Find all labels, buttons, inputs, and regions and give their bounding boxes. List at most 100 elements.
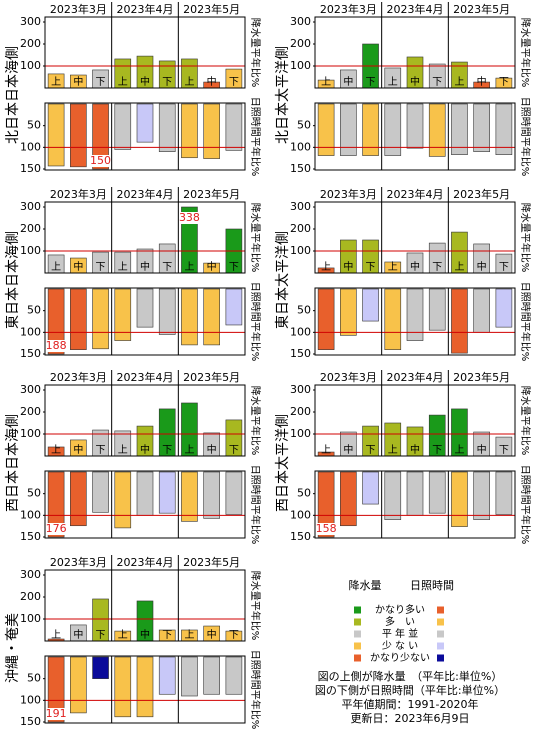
y-tick-label: 100 [290,427,311,440]
x-tick-label: 上 [184,629,194,641]
y-tick-label: 300 [20,383,41,396]
x-tick-label: 下 [96,77,106,88]
y-tick-label: 100 [20,325,41,338]
y-tick-label: 150 [290,347,311,360]
legend-label: 多 い [385,615,415,628]
sunshine-bar [451,103,468,156]
sunshine-bar [92,656,109,679]
sunshine-bar [362,103,379,156]
legend-label: かなり少ない [370,652,430,664]
sunshine-bar [384,471,402,520]
note: 図の下側が日照時間（平年比:単位%） [315,683,505,697]
y-tick-label: 200 [20,37,41,50]
sunshine-bar [114,288,132,341]
month-label: 2023年4月 [387,370,444,384]
legend-swatch [437,654,444,662]
month-label: 2023年5月 [453,2,510,16]
axis-label: 日照時間平年比% [249,282,262,362]
x-tick-label: 上 [118,76,128,88]
x-tick-label: 下 [432,445,442,456]
x-tick-label: 中 [73,260,83,273]
y-tick-label: 300 [20,15,41,28]
legend-swatch [437,618,444,626]
x-tick-label: 上 [388,76,398,88]
sunshine-bar [495,471,513,515]
plot-frame [44,201,246,274]
x-tick-label: 上 [184,261,194,273]
x-tick-label: 中 [207,75,217,88]
y-tick-label: 100 [290,59,311,72]
x-tick-label: 下 [432,77,442,88]
month-label: 2023年3月 [320,370,377,384]
x-tick-label: 中 [207,443,217,456]
legend-swatch [437,606,444,614]
sunshine-bar [495,288,513,328]
sunshine-bar [451,471,468,527]
axis-label: 日照時間平年比% [519,465,532,545]
plot-frame [44,569,246,642]
x-tick-label: 下 [229,445,239,456]
month-label: 2023年4月 [117,187,174,201]
y-tick-label: 200 [20,405,41,418]
month-label: 2023年4月 [387,187,444,201]
x-tick-label: 上 [51,261,61,273]
axis-label: 降水量平年比% [249,18,262,88]
sunshine-bar [384,103,402,156]
note: 図の上側が降水量 （平年比:単位%） [318,669,503,683]
x-tick-label: 中 [343,443,353,456]
sunshine-bar [70,471,87,527]
x-tick-label: 中 [410,75,420,88]
y-tick-label: 50 [297,487,311,500]
sunshine-bar [70,103,87,168]
sunshine-bar [136,471,154,516]
sunshine-bar [70,288,87,350]
plot-frame [44,655,246,724]
sunshine-bar [47,103,65,167]
x-tick-label: 下 [366,77,376,88]
month-label: 2023年5月 [183,370,240,384]
sunshine-bar [340,103,357,156]
y-tick-label: 150 [290,162,311,175]
x-tick-label: 中 [140,75,150,88]
x-tick-label: 下 [366,262,376,273]
plot-frame [314,16,516,89]
axis-label: 降水量平年比% [249,386,262,456]
legend-swatch [354,606,361,614]
x-tick-label: 上 [321,261,331,273]
region-label: 東日本日本海側 [5,231,21,329]
sunshine-bar [92,471,109,513]
month-label: 2023年4月 [117,555,174,569]
value-label: 191 [46,707,67,720]
sunshine-bar [495,103,513,156]
x-tick-label: 中 [140,443,150,456]
value-label: 158 [316,522,337,535]
x-tick-label: 上 [454,261,464,273]
sunshine-bar [203,103,220,159]
x-tick-label: 上 [388,444,398,456]
sunshine-bar [136,656,154,718]
y-tick-label: 300 [20,568,41,581]
x-tick-label: 上 [118,261,128,273]
x-tick-label: 上 [388,261,398,273]
axis-label: 日照時間平年比% [519,282,532,362]
y-tick-label: 100 [20,59,41,72]
value-label: 338 [179,211,200,224]
y-tick-label: 150 [20,715,41,728]
month-label: 2023年3月 [320,187,377,201]
x-tick-label: 下 [432,262,442,273]
x-tick-label: 上 [118,629,128,641]
x-tick-label: 上 [118,444,128,456]
sunshine-bar [181,103,198,159]
sunshine-bar [340,471,357,527]
y-tick-label: 300 [290,200,311,213]
sunshine-bar [136,288,154,328]
y-tick-label: 100 [290,140,311,153]
legend-swatch [437,630,444,638]
y-tick-label: 200 [20,222,41,235]
x-tick-label: 中 [207,628,217,641]
legend-swatch [354,618,361,626]
value-label: 188 [46,339,67,352]
x-tick-label: 中 [140,260,150,273]
sunshine-bar [181,288,198,346]
sunshine-bar [362,471,379,505]
